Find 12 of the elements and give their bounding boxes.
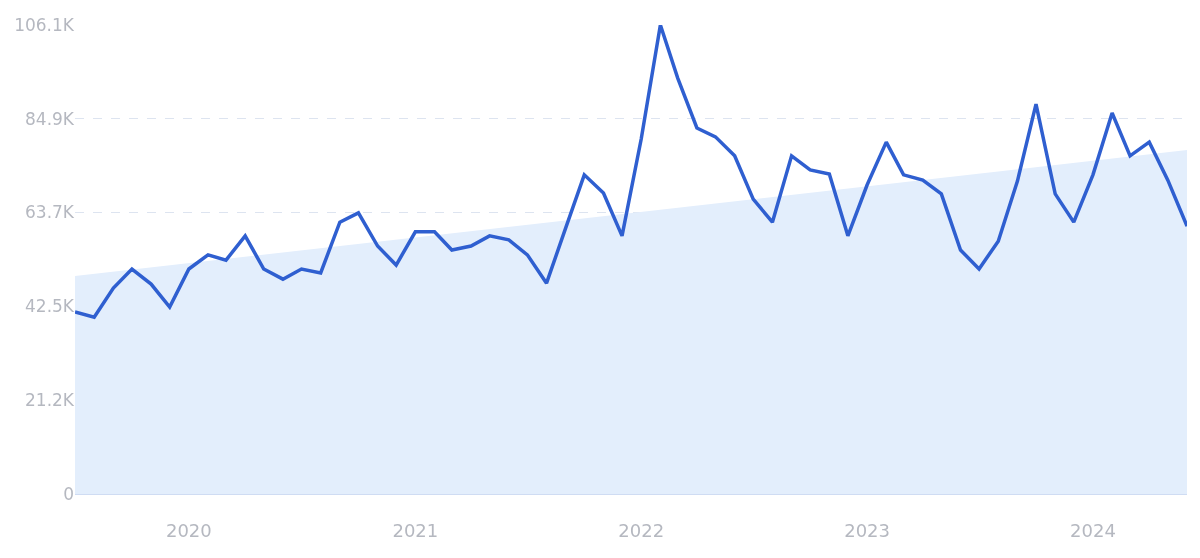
line-series	[75, 25, 1187, 319]
y-tick-label: 0	[63, 483, 74, 504]
y-tick-label: 63.7K	[25, 202, 75, 223]
y-tick-label: 84.9K	[25, 108, 75, 129]
y-tick-label: 21.2K	[25, 390, 75, 411]
x-tick-label: 2024	[1070, 519, 1116, 541]
y-tick-label: 106.1K	[14, 14, 75, 35]
x-tick-label: 2023	[844, 519, 890, 541]
x-tick-label: 2022	[618, 519, 665, 541]
x-tick-label: 2020	[165, 519, 212, 541]
y-tick-label: 42.5K	[25, 296, 75, 317]
x-tick-label: 2021	[392, 519, 439, 541]
